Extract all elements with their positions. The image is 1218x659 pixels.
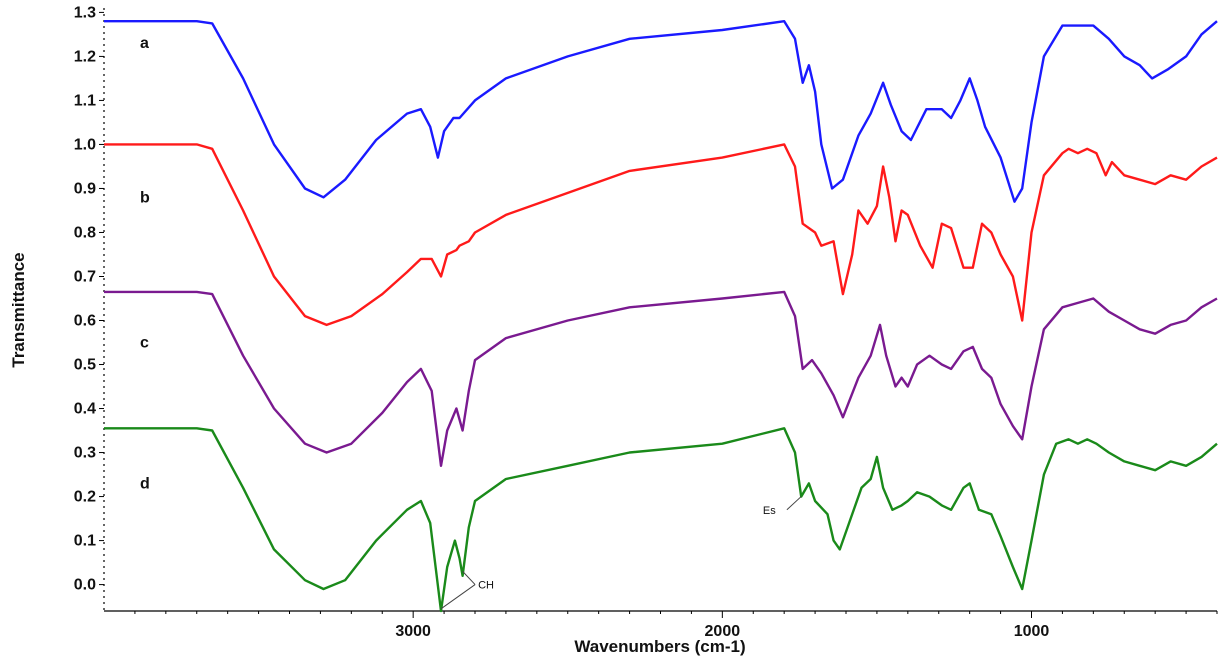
annotation-leader [462,571,476,585]
y-tick-label: 1.2 [74,48,96,65]
y-tick-label: 0.5 [74,357,96,374]
series-line-a [104,20,1218,203]
plot-area [104,8,1217,611]
annotation-leader [786,496,802,511]
y-tick-label: 1.0 [74,136,96,153]
series-line-d [104,427,1218,613]
y-tick-label: 0.1 [74,533,96,550]
y-tick-label: 1.1 [74,92,96,109]
x-tick-label: 3000 [395,623,431,640]
annotation-ch: CH [478,580,494,592]
y-tick-label: 0.4 [74,401,96,418]
x-axis: 3000 2000 1000 [134,611,1218,640]
y-axis-title: Transmittance [9,252,28,367]
y-tick-label: 0.9 [74,180,96,197]
series-label-c: c [140,335,149,352]
y-axis: 0.0 0.1 0.2 0.3 0.4 0.5 0.6 0.7 0.8 0.9 1.0 1.1 1.2 1… [74,4,104,594]
series-line-c [104,290,1218,467]
series-labels: a b c d [140,35,150,492]
annotations: CH Es [440,496,802,610]
x-tick-label: 1000 [1014,623,1050,640]
series-lines [104,20,1218,613]
y-tick-label: 0.7 [74,268,96,285]
series-line-b [104,143,1218,327]
y-tick-label: 0.8 [74,224,96,241]
series-label-d: d [140,475,150,492]
y-tick-label: 0.2 [74,489,96,506]
y-tick-label: 0.0 [74,577,96,594]
x-axis-title: Wavenumbers (cm-1) [574,637,745,656]
y-tick-label: 0.3 [74,445,96,462]
annotation-es: Es [763,505,776,517]
x-tick-label: 2000 [705,623,741,640]
y-tick-label: 0.6 [74,313,96,330]
series-label-a: a [140,35,149,52]
annotation-leader [440,584,476,610]
y-tick-label: 1.3 [74,4,96,21]
series-label-b: b [140,189,150,206]
